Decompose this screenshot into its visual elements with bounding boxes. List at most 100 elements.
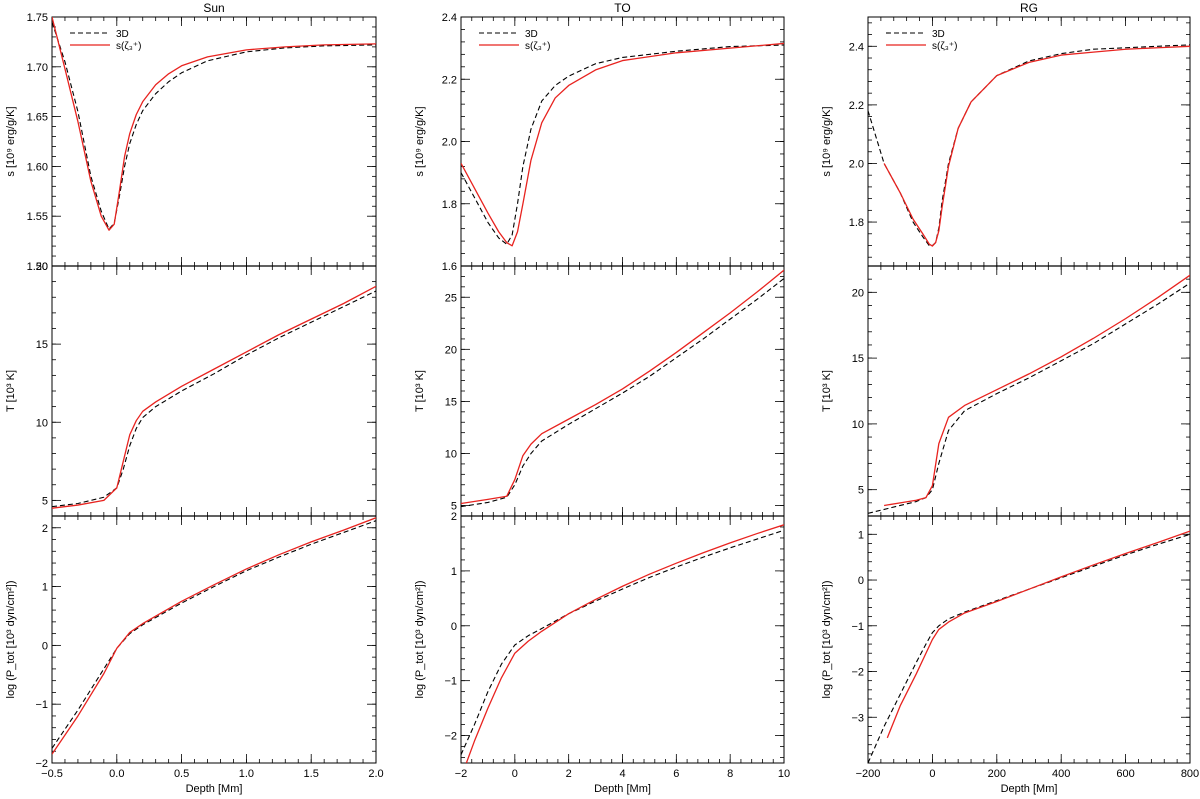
y-tick-label: 1.60 [27, 161, 48, 173]
x-tick-label: 4 [619, 768, 625, 780]
y-tick-label: −2 [851, 667, 864, 679]
panel-rg-row-1: 1.8 2.0 2.2 2.4 s [10⁹ erg/g/K] 3Ds(ζ₃⁺) [821, 16, 1191, 267]
x-tick-label: 2.0 [368, 768, 383, 780]
series-3d-line [868, 533, 1190, 763]
panel-to-row-3: −2 −1 0 1 2 log (P_tot [10³ dyn/cm²]) −2 0 2 4 6 8 1… [414, 511, 790, 795]
column-title-rg: RG [1020, 1, 1038, 15]
y-tick-label: 1 [451, 566, 457, 578]
legend: 3Ds(ζ₃⁺) [886, 29, 957, 52]
y-tick-label: 20 [36, 261, 48, 273]
series-3d-line [461, 529, 784, 755]
y-tick-label: 2.2 [849, 100, 864, 112]
y-tick-label: 20 [445, 344, 457, 356]
x-tick-label: 0 [929, 768, 935, 780]
legend-3d-label: 3D [932, 29, 945, 40]
series-model-line [52, 285, 376, 509]
y-tick-label: −1 [851, 621, 864, 633]
y-tick-label: −2 [35, 758, 48, 770]
x-tick-label: −200 [856, 768, 881, 780]
y-tick-label: 1 [42, 582, 48, 594]
x-tick-label: 10 [778, 768, 790, 780]
y-tick-label: −1 [444, 676, 457, 688]
y-tick-label: 0 [451, 621, 457, 633]
series-3d-line [461, 278, 784, 508]
panel-rg-row-3: −3 −2 −1 0 1 log (P_tot [10³ dyn/cm²]) −200 0 20… [821, 515, 1199, 795]
x-tick-label: −2 [455, 768, 468, 780]
legend: 3Ds(ζ₃⁺) [479, 29, 550, 52]
y-tick-label: 10 [445, 449, 457, 461]
legend-3d-label: 3D [116, 29, 129, 40]
y-axis-label: T [10³ K] [821, 370, 833, 412]
panel-to-row-1: 1.6 1.8 2.0 2.2 2.4 s [10⁹ erg/g/K] 3Ds(ζ₃⁺) [414, 12, 785, 273]
series-model-line [886, 530, 1190, 739]
series-3d-line [461, 44, 784, 245]
x-axis-label: Depth [Mm] [594, 783, 651, 795]
y-tick-label: −3 [851, 712, 864, 724]
panel-sun-row-3: −2 −1 0 1 2 log (P_tot [10³ dyn/cm²]) −0.5 0.0 0… [5, 515, 384, 795]
series-3d-line [868, 282, 1190, 514]
legend-model-label: s(ζ₃⁺) [932, 41, 957, 52]
series-3d-line [52, 290, 376, 508]
y-tick-label: 1 [858, 529, 864, 541]
y-tick-label: 15 [36, 339, 48, 351]
panel-frame [867, 265, 1191, 517]
y-tick-label: 1.75 [27, 12, 48, 24]
y-tick-label: 5 [42, 495, 48, 507]
y-tick-label: 1.65 [27, 112, 48, 124]
y-tick-label: 2.4 [849, 41, 864, 53]
series-model-line [461, 269, 784, 505]
column-title-to: TO [614, 1, 630, 15]
x-tick-label: 600 [1116, 768, 1134, 780]
series-3d-line [52, 21, 376, 230]
y-tick-label: 15 [852, 353, 864, 365]
x-tick-label: 800 [1181, 768, 1199, 780]
y-tick-label: 2 [42, 523, 48, 535]
y-tick-label: 15 [445, 396, 457, 408]
x-axis-label: Depth [Mm] [1001, 783, 1058, 795]
legend-model-label: s(ζ₃⁺) [116, 41, 141, 52]
x-tick-label: 400 [1052, 768, 1070, 780]
y-axis-label: s [10⁹ erg/g/K] [414, 106, 426, 176]
x-tick-label: 1.5 [304, 768, 319, 780]
y-tick-label: 20 [852, 287, 864, 299]
y-tick-label: 10 [36, 417, 48, 429]
series-3d-line [868, 44, 1190, 247]
y-tick-label: 2.2 [442, 74, 457, 86]
panel-frame [867, 515, 1191, 764]
panel-frame [460, 16, 785, 267]
panel-sun-row-2: 5 10 15 20 T [10³ K] [5, 261, 377, 517]
y-tick-label: 25 [445, 292, 457, 304]
panel-frame [460, 265, 785, 517]
legend: 3Ds(ζ₃⁺) [70, 29, 141, 52]
y-tick-label: −2 [444, 731, 457, 743]
y-tick-label: 2.0 [849, 158, 864, 170]
y-axis-label: T [10³ K] [5, 370, 17, 412]
x-tick-label: 0.5 [174, 768, 189, 780]
x-tick-label: 1.0 [239, 768, 254, 780]
column-title-sun: Sun [203, 1, 224, 15]
y-tick-label: 1.50 [27, 261, 48, 273]
panel-rg-row-2: 5 10 15 20 T [10³ K] [821, 265, 1191, 517]
series-model-line [52, 17, 376, 231]
x-tick-label: 0.0 [109, 768, 124, 780]
y-tick-label: 5 [451, 501, 457, 513]
y-axis-label: log (P_tot [10³ dyn/cm²]) [414, 581, 426, 699]
panel-frame [460, 515, 785, 764]
panel-frame [867, 16, 1191, 267]
y-tick-label: 2.4 [442, 12, 457, 24]
series-3d-line [52, 520, 376, 749]
x-axis-label: Depth [Mm] [186, 783, 243, 795]
x-tick-label: 2 [566, 768, 572, 780]
series-model-line [461, 42, 784, 247]
y-tick-label: 1.55 [27, 211, 48, 223]
y-tick-label: 2.0 [442, 137, 457, 149]
panel-frame [51, 265, 377, 517]
y-tick-label: −1 [35, 699, 48, 711]
y-tick-label: 5 [858, 485, 864, 497]
series-model-line [52, 517, 376, 755]
y-axis-label: T [10³ K] [414, 370, 426, 412]
series-model-line [883, 274, 1190, 507]
y-axis-label: log (P_tot [10³ dyn/cm²]) [5, 581, 17, 699]
panel-sun-row-1: 1.50 1.55 1.60 1.65 1.70 1.75 s [10⁹ erg/g/K] 3… [5, 12, 377, 273]
